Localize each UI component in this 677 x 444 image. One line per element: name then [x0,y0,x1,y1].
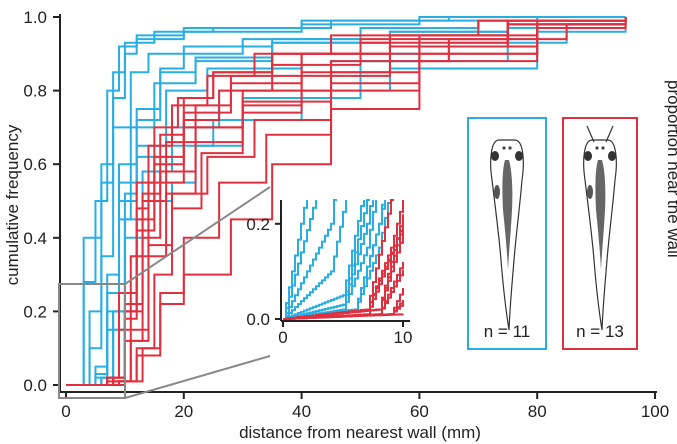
zoom-connector-bottom [124,355,271,399]
x-tick-label: 0 [61,402,70,421]
x-tick-label: 100 [641,402,669,421]
y-tick-label: 0.4 [23,229,47,248]
legend-panel-red: n = 13 [562,117,638,350]
inset-y-tick-label: 0.2 [246,215,270,234]
y-axis-label: cumulative frequency [3,124,22,285]
zoom-connector-top [124,186,271,285]
inset-y-tick-label: 0.0 [246,310,270,329]
x-axis-label: distance from nearest wall (mm) [239,423,481,442]
inset-series-line-group_b [283,313,404,320]
inset-x-tick-label: 10 [394,328,413,347]
x-tick-label: 20 [174,402,193,421]
inset-ticks: 0 10 0.0 0.2 [246,215,412,347]
legend-panel-blue: n = 11 [467,117,547,350]
inset-series-line-group_a [283,199,337,320]
series-line-group_b [66,17,627,386]
inset-x-tick-label: 0 [278,328,287,347]
zoom-region-box [58,283,126,399]
inset-series-line-group_b [283,223,404,320]
x-tick-label: 80 [528,402,547,421]
y-tick-label: 0.6 [23,155,47,174]
legend-label-blue: n = 11 [484,322,530,341]
x-tick-label: 60 [410,402,429,421]
legend-label-red: n = 13 [576,322,624,341]
inset-curves [283,199,404,320]
y-tick-label: 1.0 [23,8,47,27]
y-ticks: 0.0 0.2 0.4 0.6 0.8 1.0 [23,8,60,395]
inset-series-line-group_a [283,200,347,320]
series-line-group_a [66,17,627,386]
inset-series-line-group_a [283,200,317,320]
tadpole-icon [490,139,524,331]
series-line-group_a [66,17,627,386]
y-tick-label: 0.8 [23,82,47,101]
inset-panel: 0 10 0.0 0.2 [246,196,413,347]
series-line-group_a [66,16,626,386]
series-line-group_b [66,17,627,386]
y-tick-label: 0.0 [23,376,47,395]
x-tick-label: 40 [292,402,311,421]
right-axis-label: proportion near the wall [664,80,677,258]
y-tick-label: 0.2 [23,302,47,321]
tadpole-icon [583,125,617,331]
x-ticks: 0 20 40 60 80 100 [61,392,669,421]
